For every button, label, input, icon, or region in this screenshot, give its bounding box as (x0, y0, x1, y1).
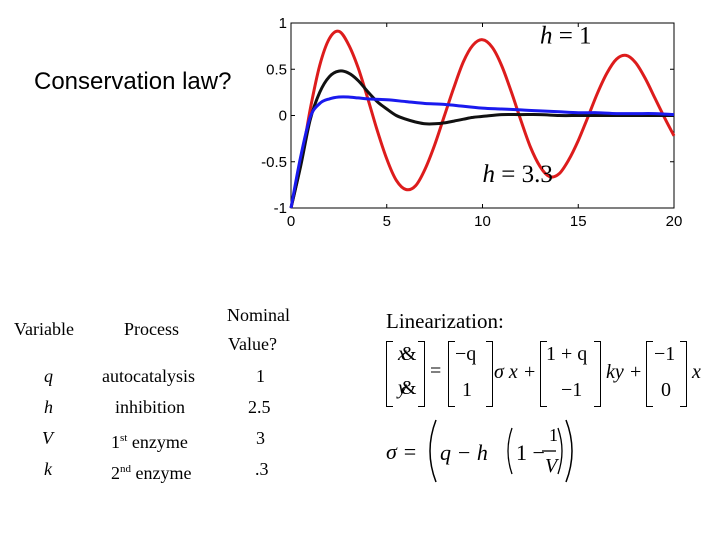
bracket-left (386, 341, 393, 407)
row-process: 2nd enzyme (111, 463, 192, 483)
y-tick-label: 1 (279, 15, 287, 32)
matrix1-top: −q (455, 343, 477, 365)
bracket-right (486, 341, 493, 407)
chart-annotation: h = 1 (540, 22, 592, 49)
series-line-black (289, 69, 674, 209)
row-value: 3 (256, 428, 265, 448)
row-value: 2.5 (248, 397, 271, 417)
matrix2-bottom: −1 (561, 379, 583, 401)
table-header-nominal: Nominal (227, 305, 290, 325)
chart-axes: 0 5 10 15 20 1 0.5 0 -0.5 -1 (261, 15, 682, 230)
x-tick-label: 20 (666, 213, 683, 230)
row-process: inhibition (115, 397, 186, 417)
bracket-left (448, 341, 455, 407)
row-process: autocatalysis (102, 366, 195, 386)
table-header-process: Process (124, 319, 179, 339)
row-variable: k (44, 459, 52, 479)
state-top: x& (398, 343, 417, 365)
y-tick-label: -1 (274, 200, 287, 217)
slide-question: Conservation law? (34, 68, 232, 95)
sigma-x-term: σ x + (494, 361, 537, 383)
series-line-blue (289, 95, 675, 209)
table-header-variable: Variable (14, 319, 74, 339)
x-tick-label: 5 (383, 213, 391, 230)
ky-term: ky + (606, 361, 643, 383)
line-chart: 0 5 10 15 20 1 0.5 0 -0.5 -1 h = 1 h = 3.3 (261, 15, 682, 230)
sigma-one-minus: 1 − (516, 440, 545, 465)
bracket-left (540, 341, 547, 407)
row-value: 1 (256, 366, 265, 386)
y-tick-label: -0.5 (261, 154, 287, 171)
row-process: 1st enzyme (111, 432, 188, 452)
sigma-lhs: σ = (386, 439, 418, 464)
x-tick-label: 15 (570, 213, 587, 230)
row-variable: q (44, 366, 53, 386)
fraction-numerator: 1 (549, 425, 558, 445)
row-variable: V (42, 428, 53, 448)
x-tick-label: 0 (287, 213, 295, 230)
linearization-title: Linearization: (386, 309, 504, 333)
chart-annotations: h = 1 h = 3.3 (483, 22, 592, 188)
matrix2-top: 1 + q (546, 343, 588, 365)
chart-series-layer (289, 29, 676, 209)
sigma-q-minus-h: q − h (440, 440, 488, 465)
y-tick-label: 0 (279, 108, 287, 125)
fraction-denominator: V (545, 455, 558, 477)
matrix3-top: −1 (654, 343, 676, 365)
matrix3-bottom: 0 (661, 379, 671, 401)
sigma-parentheses (429, 419, 573, 483)
state-bottom: y& (398, 377, 417, 399)
bracket-left (646, 341, 653, 407)
bracket-right (680, 341, 687, 407)
bracket-right (594, 341, 601, 407)
equals-sign: = (430, 360, 442, 382)
table-header-value: Value? (228, 334, 277, 354)
chart-annotation: h = 3.3 (483, 161, 553, 188)
matrix1-bottom: 1 (462, 379, 472, 401)
row-variable: h (44, 397, 53, 417)
row-value: .3 (255, 459, 269, 479)
trailing-x: x (692, 361, 701, 383)
series-line-red (289, 29, 676, 209)
x-tick-label: 10 (474, 213, 491, 230)
bracket-right (418, 341, 425, 407)
y-tick-label: 0.5 (266, 61, 287, 78)
